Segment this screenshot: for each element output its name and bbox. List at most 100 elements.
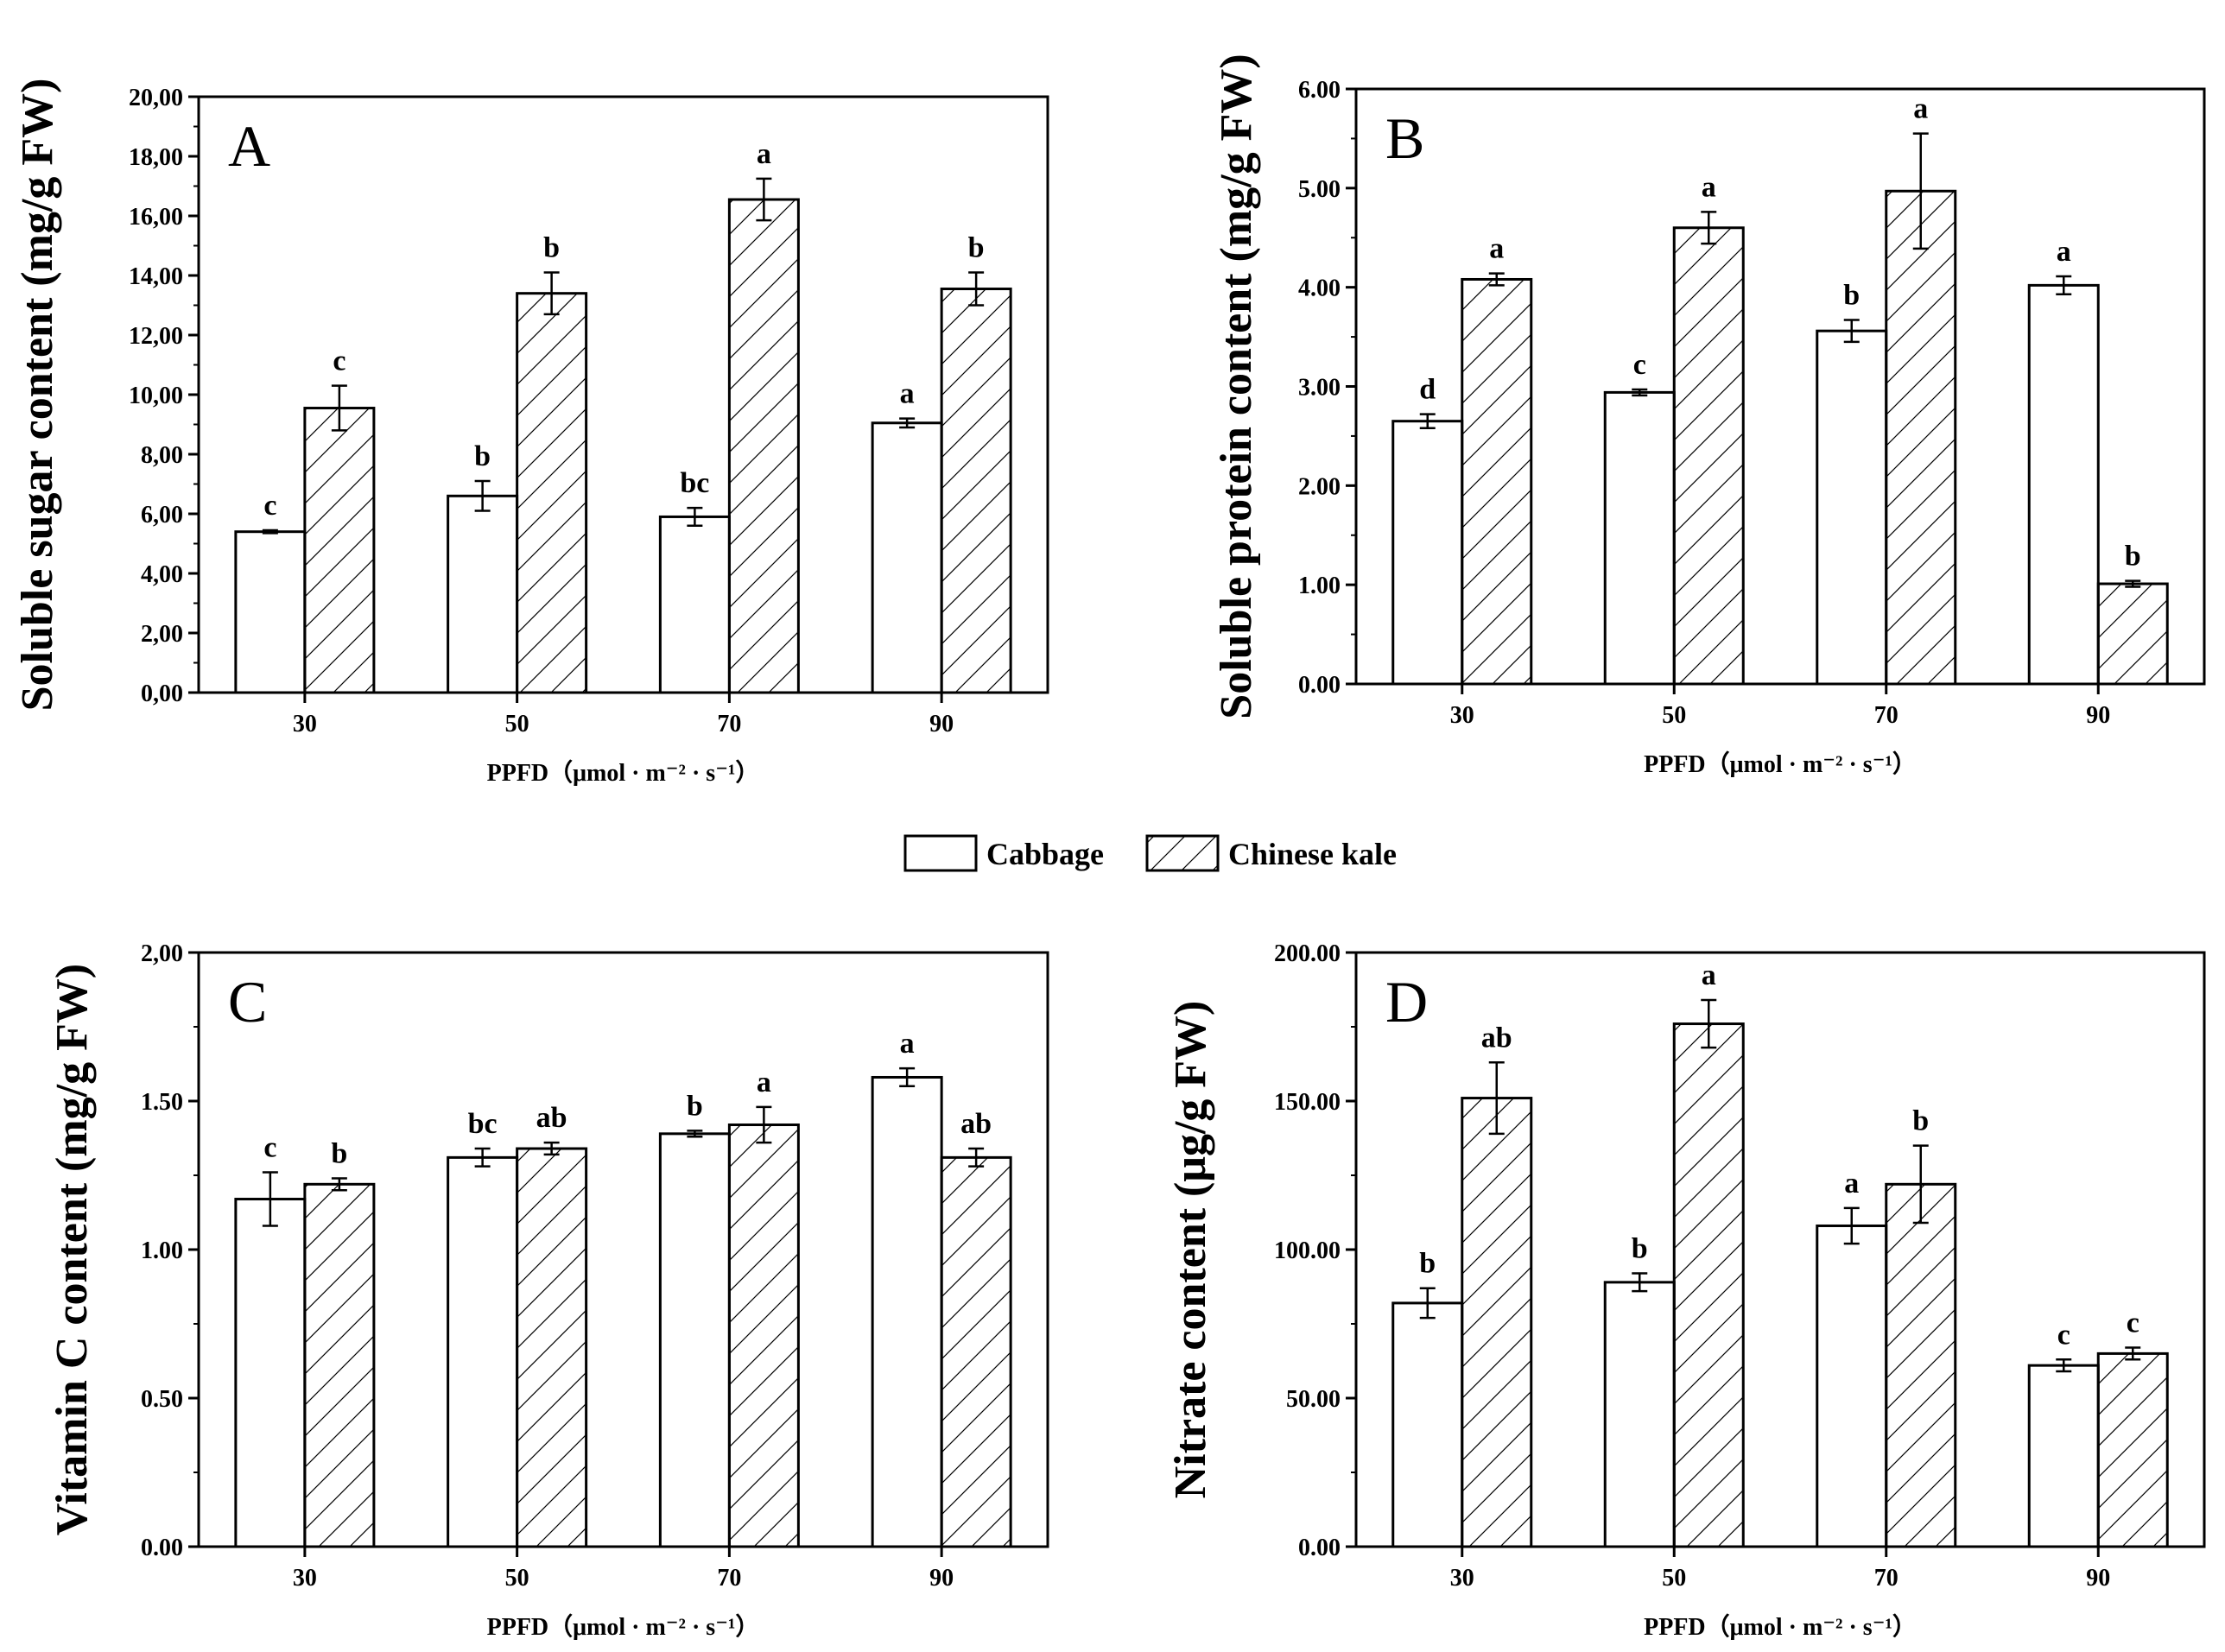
significance-label: bc: [468, 1108, 498, 1140]
bar-cabbage-30: [234, 530, 307, 694]
y-axis-label: Soluble sugar content (mg/g FW): [13, 79, 62, 712]
bar-chinese-kale-30: [1461, 277, 1533, 686]
significance-label: c: [2127, 1307, 2139, 1339]
x-axis-label: PPFD（μmol · m⁻² · s⁻¹）: [1644, 750, 1917, 778]
bar-cabbage-90: [2027, 283, 2100, 686]
significance-label: a: [757, 138, 771, 170]
y-tick-label: 20,00: [129, 85, 183, 111]
bar-cabbage-70: [1816, 1224, 1888, 1548]
x-tick-label: 90: [929, 1565, 954, 1592]
error-bar: [474, 479, 491, 512]
bar-chinese-kale-90: [2096, 582, 2169, 686]
y-tick-label: 200.00: [1274, 940, 1341, 967]
error-bar: [899, 1067, 916, 1088]
y-tick-label: 150.00: [1274, 1089, 1341, 1116]
y-tick-label: 2,00: [141, 940, 183, 967]
panel-letter: C: [228, 969, 267, 1035]
error-bar: [1419, 1287, 1436, 1320]
significance-label: b: [2125, 541, 2141, 573]
significance-label: ab: [1481, 1022, 1512, 1054]
bar-cabbage-70: [658, 1132, 731, 1548]
y-tick-label: 0.00: [141, 1535, 183, 1561]
error-bar: [2056, 1358, 2072, 1373]
significance-label: b: [1419, 1248, 1436, 1280]
panel-letter: A: [228, 113, 270, 179]
x-tick-label: 70: [1874, 702, 1899, 729]
error-bar: [262, 529, 278, 535]
error-bar: [1912, 132, 1929, 250]
bar-cabbage-50: [447, 1155, 519, 1548]
error-bar: [262, 1171, 278, 1227]
y-tick-label: 3.00: [1298, 375, 1341, 402]
y-tick-label: 14,00: [129, 263, 183, 290]
y-tick-label: 10,00: [129, 383, 183, 409]
x-tick-label: 30: [1450, 702, 1474, 729]
error-bar: [1701, 998, 1717, 1049]
y-tick-label: 4,00: [141, 561, 183, 588]
chart-panel-d: 0.00 50.00 100.00 150.00 200.00 30 50 70 90 PPFD（…: [1166, 940, 2206, 1641]
bar-chinese-kale-70: [727, 1123, 800, 1548]
bar-chinese-kale-70: [1885, 1182, 1957, 1548]
error-bar: [1488, 272, 1505, 287]
x-tick-label: 30: [1450, 1565, 1474, 1592]
error-bar: [899, 417, 916, 429]
bar-chinese-kale-90: [940, 1155, 1012, 1548]
bar-chinese-kale-50: [1672, 226, 1745, 686]
y-tick-label: 5.00: [1298, 176, 1341, 203]
significance-label: a: [1913, 93, 1928, 125]
error-bar: [968, 1147, 985, 1168]
legend: Cabbage Chinese kale: [903, 834, 1397, 872]
significance-label: a: [1844, 1168, 1859, 1199]
error-bar: [1632, 1272, 1648, 1293]
significance-label: b: [1843, 280, 1860, 312]
bar-chinese-kale-30: [1461, 1097, 1533, 1548]
y-tick-label: 4.00: [1298, 275, 1341, 302]
significance-label: b: [1632, 1233, 1648, 1265]
x-tick-label: 70: [1874, 1565, 1899, 1592]
error-bar: [1912, 1144, 1929, 1225]
bar-cabbage-50: [1603, 390, 1676, 686]
significance-label: a: [2057, 236, 2071, 268]
error-bar: [331, 384, 347, 432]
significance-label: c: [2057, 1319, 2070, 1351]
x-tick-label: 50: [1662, 702, 1686, 729]
bar-chinese-kale-70: [1885, 189, 1957, 686]
significance-label: c: [263, 1132, 276, 1164]
significance-label: a: [900, 378, 915, 410]
bar-cabbage-30: [1391, 1301, 1464, 1548]
error-bar: [2056, 275, 2072, 295]
chart-panel-b: 0.00 1.00 2.00 3.00 4.00 5.00 6.00 30 50 70 90 PPFD…: [1212, 54, 2206, 778]
significance-label: b: [687, 1090, 703, 1122]
error-bar: [1701, 211, 1717, 245]
y-tick-label: 1.00: [141, 1237, 183, 1264]
bar-chinese-kale-50: [516, 1147, 588, 1548]
bar-cabbage-90: [871, 1075, 943, 1548]
x-tick-label: 90: [2086, 1565, 2110, 1592]
significance-label: c: [263, 490, 276, 522]
y-tick-label: 16,00: [129, 204, 183, 231]
y-tick-label: 1.00: [1298, 573, 1341, 599]
x-tick-label: 70: [717, 711, 741, 737]
y-tick-label: 2,00: [141, 621, 183, 648]
significance-label: a: [1489, 233, 1504, 265]
error-bar: [968, 271, 985, 307]
x-axis-label: PPFD（μmol · m⁻² · s⁻¹）: [1644, 1612, 1917, 1641]
bar-chinese-kale-90: [940, 288, 1012, 694]
error-bar: [1488, 1061, 1505, 1136]
panel-letter: D: [1385, 969, 1428, 1035]
legend-label-cabbage: Cabbage: [986, 837, 1104, 871]
y-axis-label: Vitamin C content (mg/g FW): [48, 964, 97, 1535]
y-tick-label: 50.00: [1286, 1386, 1341, 1413]
significance-label: c: [1633, 349, 1646, 381]
y-tick-label: 0,00: [141, 680, 183, 707]
x-tick-label: 50: [505, 711, 529, 737]
y-tick-label: 12,00: [129, 323, 183, 350]
y-tick-label: 0.00: [1298, 672, 1341, 699]
significance-label: ab: [960, 1108, 992, 1140]
y-tick-label: 1.50: [141, 1089, 183, 1116]
error-bar: [543, 1141, 560, 1156]
bar-cabbage-70: [658, 515, 731, 694]
error-bar: [1419, 413, 1436, 429]
error-bar: [687, 506, 703, 528]
